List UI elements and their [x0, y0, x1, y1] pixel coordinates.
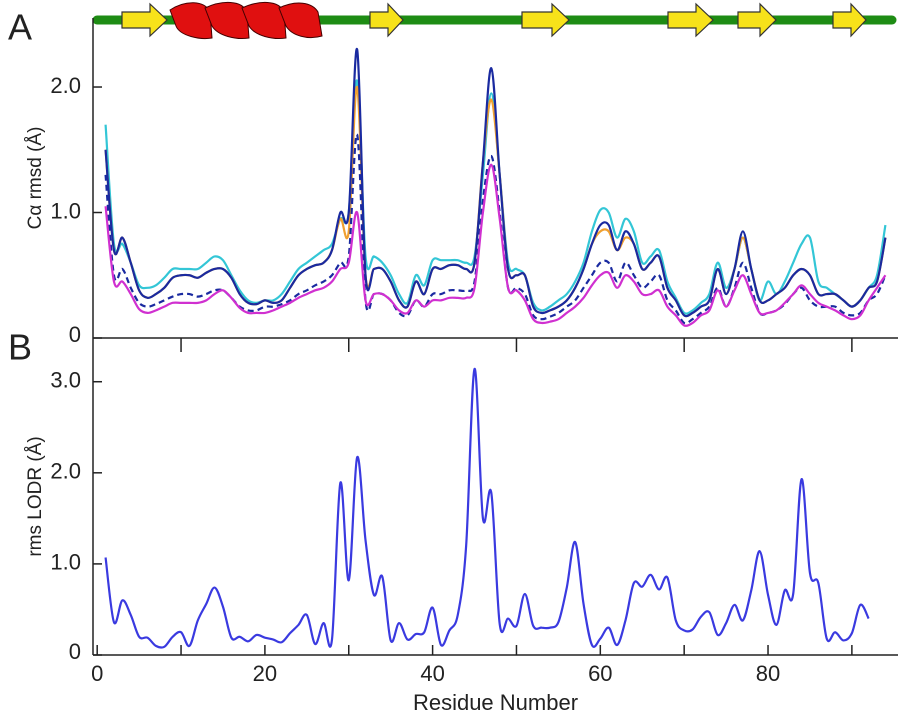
secondary-structure	[92, 2, 897, 39]
y-axis-label: rms LODR (Å)	[25, 436, 46, 556]
line-series	[104, 367, 870, 649]
strand	[737, 2, 777, 38]
helix-turn	[169, 2, 213, 39]
x-axis-label: Residue Number	[413, 690, 578, 715]
y-tick-label: 2.0	[50, 459, 81, 484]
line-series	[104, 163, 887, 327]
strand	[121, 2, 168, 38]
y-tick-label: 1.0	[50, 198, 81, 223]
x-tick-label: 80	[756, 661, 780, 686]
panel-label: A	[8, 7, 32, 48]
helix-turn	[204, 2, 250, 39]
x-tick-label: 20	[253, 661, 277, 686]
strand	[832, 2, 867, 38]
line-series	[104, 133, 887, 325]
strand	[667, 2, 714, 38]
helix-turn	[278, 2, 323, 39]
panel-label: B	[8, 327, 32, 368]
x-tick-label: 0	[91, 661, 103, 686]
x-tick-label: 40	[420, 661, 444, 686]
y-tick-label: 3.0	[50, 368, 81, 393]
strand	[521, 2, 570, 38]
y-axis-label: Cα rmsd (Å)	[25, 127, 46, 230]
y-tick-label: 0	[69, 639, 81, 664]
helix	[169, 2, 323, 39]
strands	[121, 2, 867, 38]
y-tick-label: 2.0	[50, 73, 81, 98]
y-tick-label: 1.0	[50, 550, 81, 575]
helix-turn	[241, 2, 287, 39]
line-series	[104, 48, 887, 318]
y-tick-label: 0	[69, 322, 81, 347]
strand	[369, 2, 404, 38]
x-tick-label: 60	[588, 661, 612, 686]
